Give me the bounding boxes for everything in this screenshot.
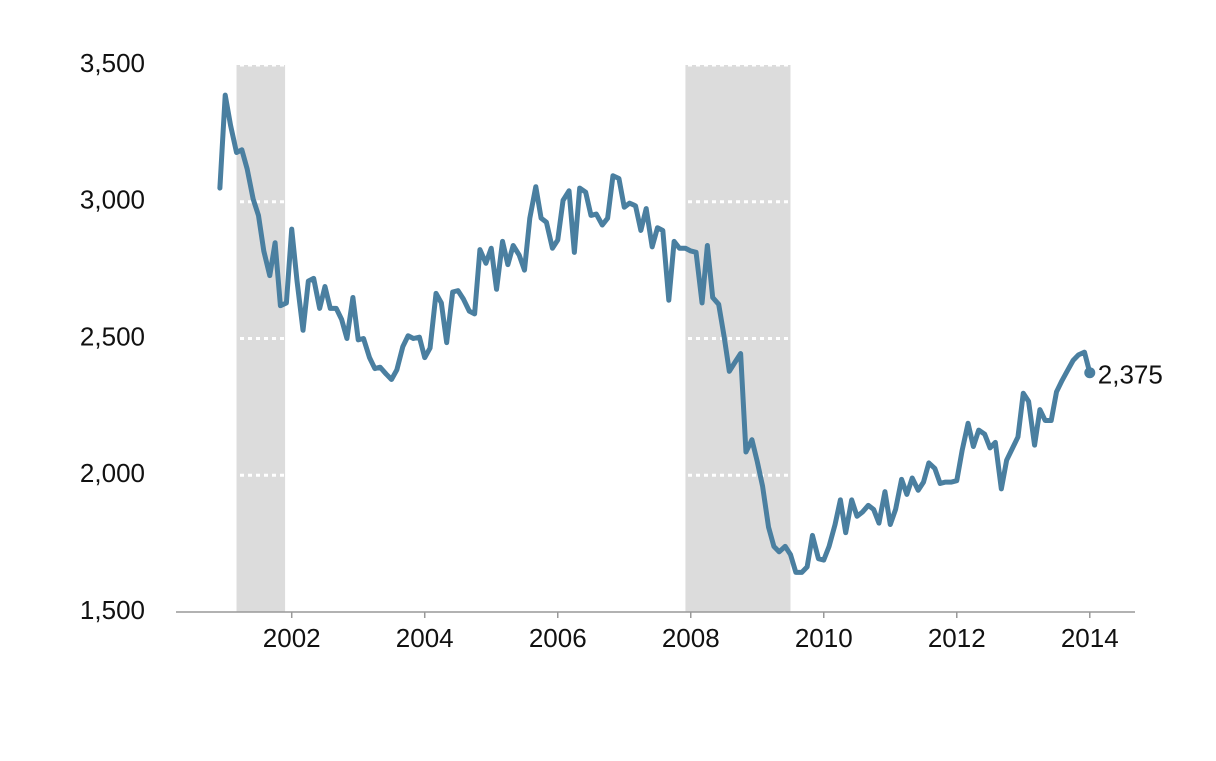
x-tick-label: 2002 (263, 623, 321, 653)
end-label: 2,375 (1098, 360, 1163, 390)
x-tick-label: 2012 (928, 623, 986, 653)
y-tick-label: 3,500 (80, 48, 145, 78)
y-tick-label: 2,000 (80, 458, 145, 488)
x-tick-label: 2010 (795, 623, 853, 653)
y-tick-label: 2,500 (80, 321, 145, 351)
y-tick-label: 3,000 (80, 185, 145, 215)
y-tick-label: 1,500 (80, 595, 145, 625)
data-line (217, 92, 1093, 575)
x-tick-label: 2004 (396, 623, 454, 653)
end-point (1084, 367, 1096, 379)
x-tick-label: 2006 (529, 623, 587, 653)
x-tick-label: 2014 (1061, 623, 1119, 653)
x-tick-label: 2008 (662, 623, 720, 653)
